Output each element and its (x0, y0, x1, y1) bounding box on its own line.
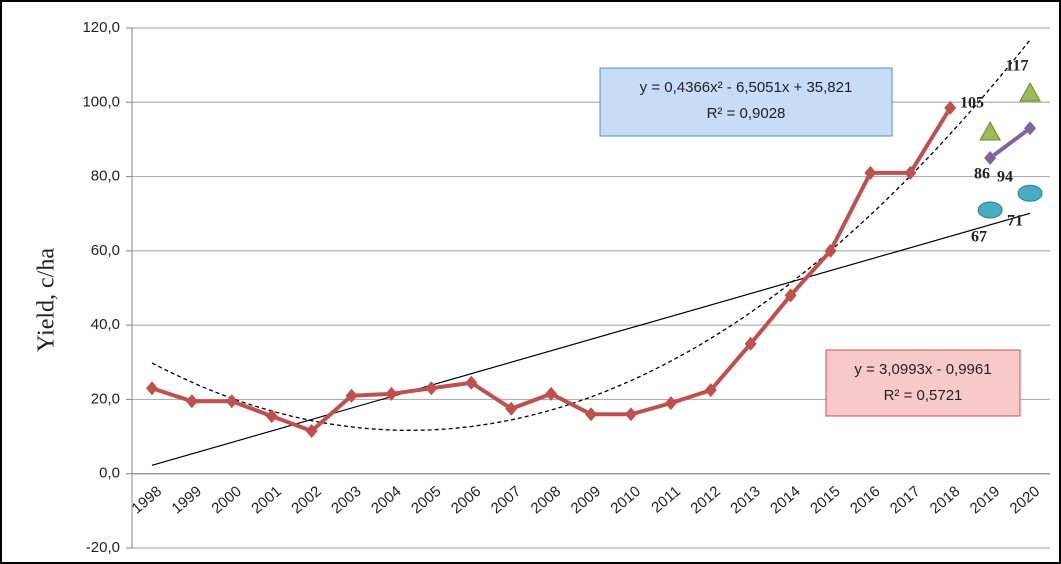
marker (185, 394, 198, 409)
marker (345, 388, 358, 403)
series-line (988, 126, 1032, 160)
marker (265, 409, 278, 424)
marker (465, 375, 478, 390)
marker (624, 407, 637, 422)
annotation: 117 (1005, 58, 1028, 75)
marker (664, 396, 677, 411)
annotation: 94 (997, 169, 1013, 186)
y-tick-label: 80,0 (91, 168, 120, 185)
equation-formula: y = 0,4366x² - 6,5051x + 35,821 (640, 79, 853, 96)
marker (305, 424, 318, 438)
polynomial-trendline (151, 39, 1031, 431)
marker (1017, 184, 1043, 202)
equation-formula: y = 3,0993x - 0,9961 (854, 361, 991, 378)
marker (545, 386, 558, 401)
marker (145, 381, 158, 396)
marker (1024, 121, 1037, 136)
marker (225, 394, 238, 409)
marker (704, 383, 717, 398)
y-tick-label: -20,0 (86, 539, 120, 556)
annotation: 71 (1007, 213, 1023, 230)
marker (824, 243, 837, 258)
marker (425, 381, 438, 396)
equation-box (599, 67, 893, 137)
annotation: 86 (974, 166, 990, 183)
marker (979, 120, 1001, 141)
annotation: 67 (971, 229, 987, 246)
y-tick-label: 100,0 (82, 93, 120, 110)
marker (977, 201, 1003, 219)
linear-trendline (151, 212, 1031, 466)
marker (585, 407, 597, 422)
y-tick-label: 0,0 (99, 465, 120, 482)
marker (505, 401, 518, 416)
marker (385, 386, 398, 401)
marker (864, 165, 877, 180)
y-tick-label: 60,0 (91, 242, 120, 259)
marker (904, 165, 917, 180)
y-tick-label: 40,0 (91, 316, 120, 333)
equation-box (825, 349, 1021, 417)
y-tick-label: 120,0 (82, 19, 120, 36)
equation-r2: R² = 0,5721 (884, 387, 963, 404)
y-axis-label: Yield, c/ha (34, 248, 60, 352)
marker (744, 336, 757, 351)
marker (1019, 81, 1041, 102)
marker (784, 288, 797, 303)
equation-r2: R² = 0,9028 (707, 105, 786, 122)
annotation: 105 (960, 95, 984, 112)
marker (984, 151, 997, 165)
y-tick-label: 20,0 (91, 390, 120, 407)
marker (944, 100, 957, 115)
